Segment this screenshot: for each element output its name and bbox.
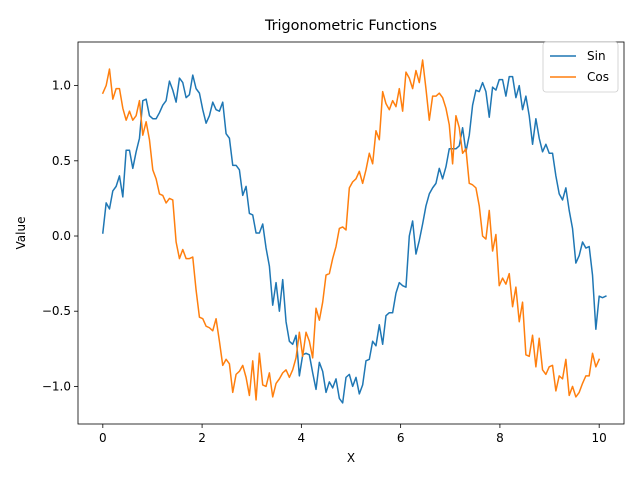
- series-layer: [101, 59, 607, 404]
- x-tick-label: 2: [198, 431, 206, 445]
- series-line-sin: [101, 74, 607, 404]
- x-tick-label: 6: [397, 431, 405, 445]
- legend-label-cos: Cos: [587, 70, 609, 84]
- y-axis-label: Value: [14, 217, 28, 250]
- x-tick-label: 0: [99, 431, 107, 445]
- legend: Sin Cos: [542, 41, 619, 93]
- y-axis-ticks: −1.0 −0.5 0.0 0.5 1.0: [42, 79, 78, 393]
- plot-area: 0 2 4 6 8 10 −1.0 −0.5 0.0 0.5 1.0: [42, 41, 625, 445]
- series-line-cos: [101, 59, 601, 401]
- y-tick-label: 0.5: [52, 154, 71, 168]
- legend-label-sin: Sin: [587, 49, 606, 63]
- y-tick-label: −1.0: [42, 379, 71, 393]
- chart-title: Trigonometric Functions: [264, 18, 437, 34]
- x-tick-label: 8: [496, 431, 504, 445]
- y-tick-label: −0.5: [42, 304, 71, 318]
- x-axis-ticks: 0 2 4 6 8 10: [99, 424, 607, 445]
- x-tick-label: 10: [592, 431, 607, 445]
- x-tick-label: 4: [298, 431, 306, 445]
- legend-box: [542, 41, 619, 93]
- y-tick-label: 1.0: [52, 79, 71, 93]
- x-axis-label: X: [347, 451, 355, 465]
- y-tick-label: 0.0: [52, 229, 71, 243]
- axes-frame: [77, 41, 625, 425]
